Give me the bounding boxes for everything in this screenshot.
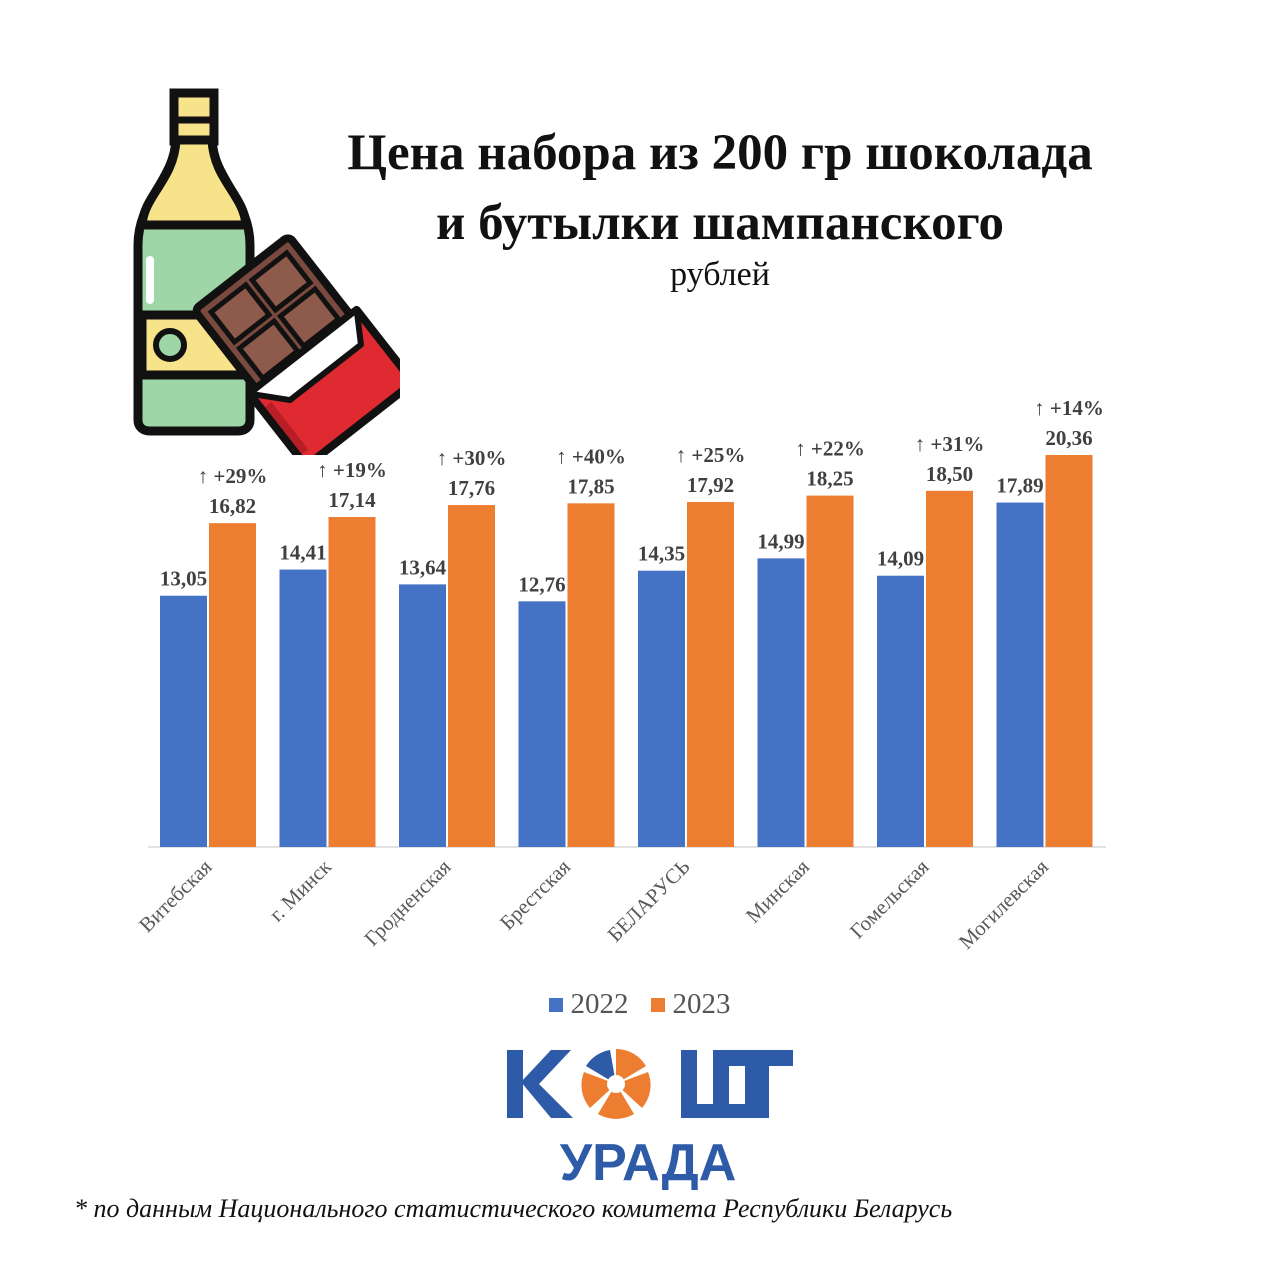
bar-chart: 13,05 16,82 ↑ +29% Витебская 14,41 17,14 ↑ +19…: [134, 396, 1106, 954]
chart-title: Цена набора из 200 гр шоколада и бутылки…: [250, 118, 1190, 258]
change-label-2: ↑ +30%: [437, 446, 507, 470]
legend-label-2022: 2022: [570, 988, 629, 1020]
category-label-2: Гродненская: [359, 854, 455, 950]
category-label-7: Могилевская: [954, 854, 1053, 953]
bar-2022-0: [160, 595, 207, 847]
change-label-6: ↑ +31%: [915, 432, 985, 456]
data-label-2023-1: 17,14: [328, 488, 376, 512]
change-label-1: ↑ +19%: [317, 458, 387, 482]
data-label-2022-2: 13,64: [399, 555, 447, 579]
legend-swatch-2023: [650, 997, 665, 1012]
title-line-1: Цена набора из 200 гр шоколада: [347, 125, 1093, 181]
champagne-chocolate-illustration: [130, 85, 418, 471]
bar-2023-7: [1045, 455, 1093, 847]
bar-2022-3: [518, 601, 566, 847]
data-label-2023-4: 17,92: [687, 473, 734, 497]
legend-label-2023: 2023: [672, 988, 731, 1020]
data-label-2023-0: 16,82: [209, 494, 256, 518]
change-label-0: ↑ +29%: [198, 464, 268, 488]
change-label-7: ↑ +14%: [1034, 396, 1104, 420]
category-label-0: Витебская: [134, 854, 217, 937]
bar-2022-2: [399, 584, 446, 847]
data-label-2023-2: 17,76: [448, 476, 495, 500]
legend-item-2023: 2023: [650, 988, 731, 1021]
bar-2023-3: [567, 503, 615, 847]
logo-word-urada: УРАДА: [560, 1134, 737, 1190]
category-label-1: г. Минск: [264, 854, 336, 926]
data-label-2022-4: 14,35: [638, 542, 685, 566]
change-label-4: ↑ +25%: [676, 443, 746, 467]
data-label-2022-1: 14,41: [279, 541, 326, 565]
legend-swatch-2022: [548, 997, 563, 1012]
change-label-3: ↑ +40%: [556, 444, 626, 468]
bar-2023-4: [687, 501, 734, 847]
bar-2022-5: [757, 558, 805, 847]
chart-legend: 2022 2023: [0, 988, 1279, 1021]
kosht-urada-logo: УРАДА: [503, 1030, 793, 1192]
legend-item-2022: 2022: [548, 988, 629, 1021]
bar-2022-7: [996, 502, 1044, 847]
bar-2023-0: [209, 523, 256, 847]
bar-2022-6: [877, 575, 924, 847]
data-label-2022-7: 17,89: [996, 474, 1043, 498]
data-label-2022-3: 12,76: [518, 572, 565, 596]
logo-letter-t: [729, 1050, 793, 1118]
logo-wheel-icon: [581, 1049, 651, 1119]
chocolate-bar-icon: [192, 234, 418, 471]
data-label-2023-6: 18,50: [926, 462, 973, 486]
bar-2023-2: [448, 505, 495, 847]
category-label-5: Минская: [741, 854, 814, 927]
title-line-2: и бутылки шампанского: [436, 195, 1004, 251]
change-label-5: ↑ +22%: [795, 437, 865, 461]
bar-2022-4: [638, 570, 685, 847]
data-label-2023-7: 20,36: [1045, 426, 1092, 450]
data-label-2022-6: 14,09: [877, 547, 924, 571]
data-label-2023-5: 18,25: [806, 467, 853, 491]
data-label-2022-5: 14,99: [757, 529, 804, 553]
source-footnote: * по данным Национального статистическог…: [74, 1194, 953, 1223]
chart-unit: рублей: [670, 256, 770, 293]
bar-2023-6: [926, 490, 973, 847]
category-label-6: Гомельская: [845, 854, 934, 943]
bar-2023-1: [328, 516, 376, 847]
data-label-2022-0: 13,05: [160, 567, 207, 591]
bar-2023-5: [806, 495, 854, 847]
bar-2022-1: [279, 569, 327, 847]
category-label-3: Брестская: [495, 854, 575, 934]
category-label-4: БЕЛАРУСЬ: [603, 855, 695, 947]
data-label-2023-3: 17,85: [567, 474, 614, 498]
